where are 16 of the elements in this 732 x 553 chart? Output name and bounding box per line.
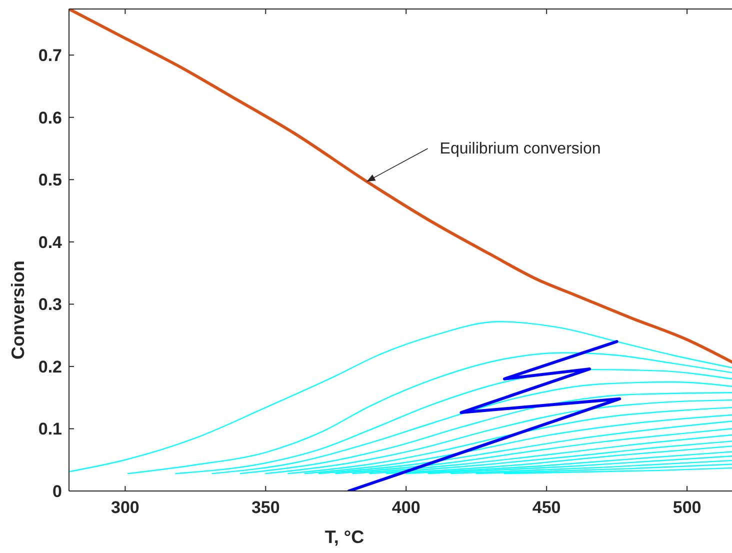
- y-tick-label: 0.6: [38, 108, 62, 128]
- y-tick-label: 0.2: [38, 357, 62, 376]
- y-tick-label: 0.7: [38, 46, 62, 66]
- x-tick-label: 500: [672, 498, 702, 517]
- x-tick-label: 450: [532, 498, 561, 517]
- y-tick-label: 0.5: [38, 170, 62, 190]
- y-axis-title: Conversion: [8, 260, 28, 360]
- x-axis-title: T, °C: [324, 527, 364, 547]
- y-tick-label: 0.4: [38, 232, 63, 252]
- x-tick-label: 350: [251, 498, 280, 517]
- annotation: Equilibrium conversion: [440, 140, 601, 158]
- y-tick-label: 0.1: [38, 420, 62, 439]
- x-tick-label: 300: [111, 498, 140, 517]
- y-tick-label: 0: [52, 482, 62, 501]
- y-tick-label: 0.3: [38, 295, 62, 314]
- x-tick-label: 400: [392, 498, 420, 517]
